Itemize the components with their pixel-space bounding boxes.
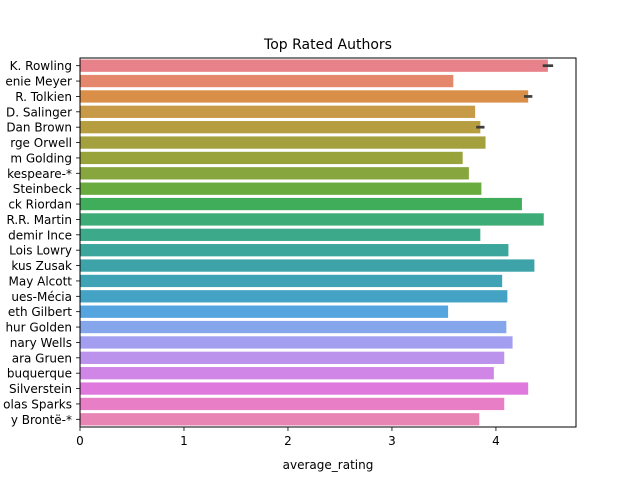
bar	[80, 121, 481, 134]
error-bars-group	[476, 64, 554, 129]
bar	[80, 74, 454, 88]
x-tick-label: 4	[492, 434, 500, 448]
bar	[80, 228, 481, 241]
bar	[80, 382, 529, 395]
x-tick-label: 3	[388, 434, 396, 448]
x-tick-label: 2	[284, 434, 292, 448]
bar	[80, 336, 513, 349]
y-tick-label: K. Rowling	[10, 59, 72, 73]
y-tick-label: olas Sparks	[3, 397, 72, 411]
x-ticks: 0 1 2 3 4	[76, 427, 500, 448]
bar	[80, 351, 505, 364]
chart-title: Top Rated Authors	[263, 37, 392, 53]
bar	[80, 413, 480, 426]
y-tick-label: hur Golden	[5, 321, 72, 335]
y-tick-label: Dan Brown	[6, 121, 72, 135]
bar	[80, 167, 469, 180]
bar	[80, 274, 503, 288]
y-tick-label: ara Gruen	[12, 351, 72, 365]
x-tick-label: 0	[76, 434, 84, 448]
bar	[80, 367, 494, 380]
bar	[80, 59, 548, 72]
bar	[80, 105, 476, 118]
y-tick-label: May Alcott	[8, 274, 72, 288]
y-tick-label: rge Orwell	[10, 136, 72, 150]
bar	[80, 244, 509, 257]
y-tick-label: ues-Mécia	[11, 290, 72, 304]
y-tick-label: R.R. Martin	[6, 213, 72, 227]
bar	[80, 197, 522, 211]
bar	[80, 259, 535, 272]
bar	[80, 151, 463, 165]
y-tick-label: kus Zusak	[11, 259, 72, 273]
bar	[80, 90, 529, 103]
y-tick-label: enie Meyer	[5, 75, 72, 89]
y-tick-label: ck Riordan	[8, 198, 72, 212]
bars-group	[80, 59, 548, 426]
y-tick-label: Silverstein	[9, 382, 72, 396]
y-tick-label: D. Salinger	[6, 105, 72, 119]
y-tick-label: buquerque	[7, 367, 72, 381]
x-tick-label: 1	[180, 434, 188, 448]
bar	[80, 213, 544, 226]
y-tick-label: y Brontë-*	[11, 413, 72, 427]
bar	[80, 290, 508, 303]
y-tick-label: Lois Lowry	[9, 244, 72, 258]
y-tick-label: R. Tolkien	[15, 90, 72, 104]
bar	[80, 397, 505, 411]
plot-frame	[79, 57, 577, 428]
bar	[80, 305, 449, 318]
y-tick-label: eth Gilbert	[8, 305, 72, 319]
bar	[80, 182, 482, 195]
y-tick-label: demir Ince	[8, 228, 72, 242]
x-axis-label: average_rating	[283, 458, 374, 472]
y-tick-label: kespeare-*	[7, 167, 72, 181]
bar	[80, 320, 507, 334]
y-tick-label: Steinbeck	[13, 182, 72, 196]
y-tick-label: m Golding	[10, 151, 72, 165]
y-tick-label: nary Wells	[10, 336, 72, 350]
bar	[80, 136, 486, 149]
